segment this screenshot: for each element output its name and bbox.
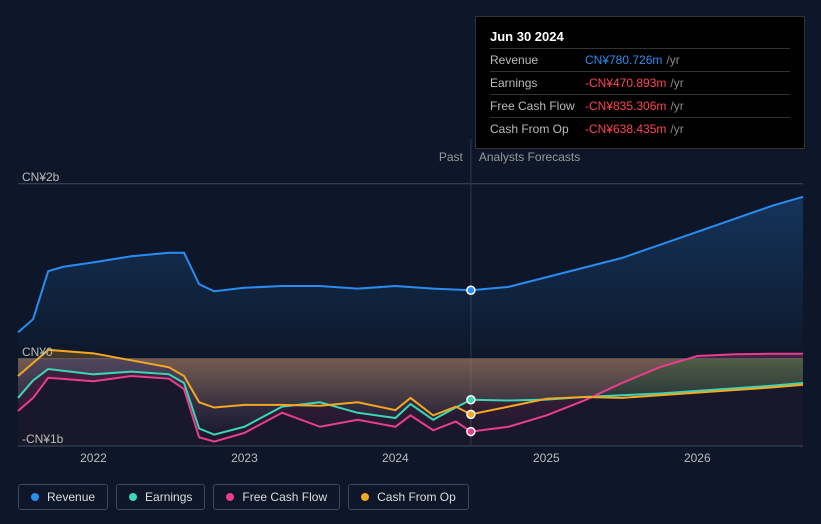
tooltip-value: -CN¥638.435m	[585, 122, 670, 136]
tooltip-unit: /yr	[670, 122, 683, 136]
legend-label: Free Cash Flow	[242, 490, 327, 504]
x-axis-tick: 2024	[382, 451, 409, 465]
legend-item-revenue[interactable]: Revenue	[18, 484, 108, 510]
forecast-label: Analysts Forecasts	[479, 150, 580, 164]
legend-item-earnings[interactable]: Earnings	[116, 484, 205, 510]
x-axis-tick: 2023	[231, 451, 258, 465]
tooltip-row-revenue: Revenue CN¥780.726m /yr	[490, 49, 790, 72]
tooltip-unit: /yr	[670, 99, 683, 113]
tooltip-row-cfo: Cash From Op -CN¥638.435m /yr	[490, 118, 790, 140]
legend-dot	[226, 493, 234, 501]
y-axis-tick: CN¥0	[22, 345, 53, 359]
legend-label: Earnings	[145, 490, 192, 504]
legend-item-cfo[interactable]: Cash From Op	[348, 484, 469, 510]
past-label: Past	[439, 150, 463, 164]
legend-dot	[129, 493, 137, 501]
x-axis-tick: 2022	[80, 451, 107, 465]
tooltip-value: -CN¥835.306m	[585, 99, 670, 113]
chart-tooltip: Jun 30 2024 Revenue CN¥780.726m /yr Earn…	[475, 16, 805, 149]
legend-dot	[361, 493, 369, 501]
x-axis-tick: 2026	[684, 451, 711, 465]
tooltip-label: Cash From Op	[490, 122, 585, 136]
legend-item-fcf[interactable]: Free Cash Flow	[213, 484, 340, 510]
tooltip-row-fcf: Free Cash Flow -CN¥835.306m /yr	[490, 95, 790, 118]
tooltip-value: -CN¥470.893m	[585, 76, 670, 90]
y-axis-tick: -CN¥1b	[22, 432, 63, 446]
x-axis-tick: 2025	[533, 451, 560, 465]
chart-legend: Revenue Earnings Free Cash Flow Cash Fro…	[18, 484, 469, 510]
tooltip-unit: /yr	[670, 76, 683, 90]
tooltip-row-earnings: Earnings -CN¥470.893m /yr	[490, 72, 790, 95]
tooltip-label: Revenue	[490, 53, 585, 67]
legend-label: Cash From Op	[377, 490, 456, 504]
financial-chart: Jun 30 2024 Revenue CN¥780.726m /yr Earn…	[0, 0, 821, 524]
tooltip-label: Free Cash Flow	[490, 99, 585, 113]
y-axis-tick: CN¥2b	[22, 170, 59, 184]
tooltip-date: Jun 30 2024	[490, 25, 790, 49]
legend-dot	[31, 493, 39, 501]
tooltip-value: CN¥780.726m	[585, 53, 666, 67]
legend-label: Revenue	[47, 490, 95, 504]
tooltip-label: Earnings	[490, 76, 585, 90]
tooltip-unit: /yr	[666, 53, 679, 67]
